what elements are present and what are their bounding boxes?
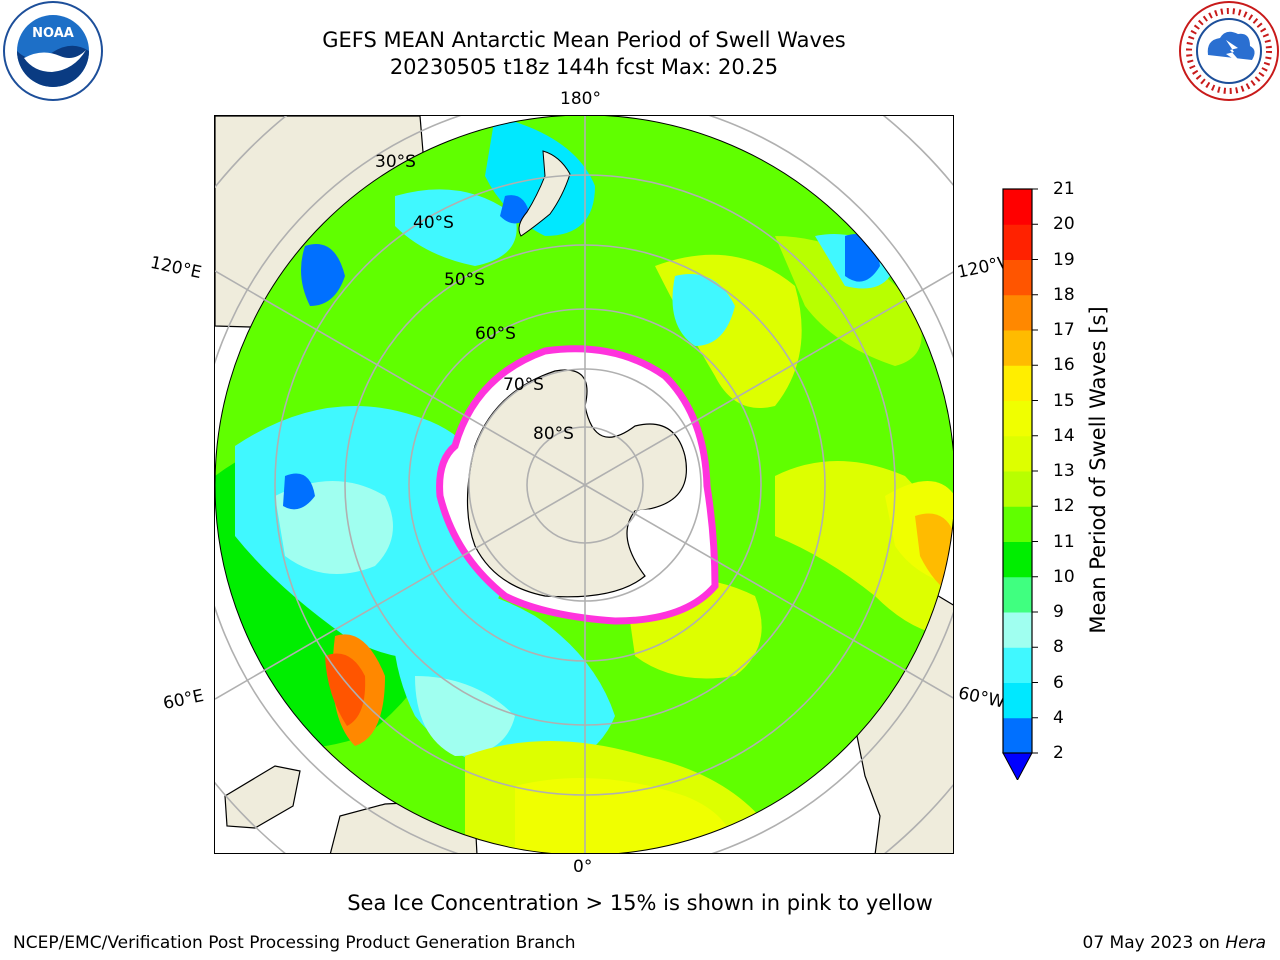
lat-label-60s: 60°S (475, 324, 516, 344)
lon-label-120e: 120°E (148, 252, 204, 284)
footer-credit: NCEP/EMC/Verification Post Processing Pr… (13, 933, 576, 953)
colorbar-tick-label: 4 (1053, 707, 1064, 728)
colorbar-tick-label: 6 (1053, 672, 1064, 693)
colorbar-swatch (1003, 541, 1032, 578)
colorbar-swatch (1003, 435, 1032, 472)
colorbar-tick-label: 17 (1053, 320, 1075, 340)
colorbar-tick-label: 2 (1053, 743, 1064, 763)
colorbar-tick-label: 10 (1053, 566, 1075, 587)
colorbar-under-arrow (1002, 752, 1033, 780)
colorbar-swatch (1003, 647, 1032, 683)
lat-label-80s: 80°S (533, 424, 574, 444)
lon-label-0: 0° (573, 857, 593, 877)
colorbar-tick-label: 21 (1053, 179, 1075, 199)
colorbar-tick-label: 18 (1053, 284, 1075, 305)
colorbar-swatch (1003, 400, 1032, 437)
map-subtitle: 20230505 t18z 144h fcst Max: 20.25 (389, 55, 779, 79)
footer-date: 07 May 2023 on Hera (1083, 933, 1267, 953)
national-weather-service-logo (1179, 1, 1279, 101)
colorbar-swatch (1003, 259, 1032, 296)
lat-label-40s: 40°S (413, 213, 454, 233)
map-title: GEFS MEAN Antarctic Mean Period of Swell… (322, 28, 846, 52)
new-zealand-land (518, 150, 571, 237)
colorbar-swatch (1003, 365, 1032, 401)
colorbar-tick-label: 8 (1053, 637, 1064, 658)
colorbar-swatch (1003, 682, 1032, 719)
colorbar-tick-label: 14 (1053, 425, 1075, 446)
colorbar-swatch (1003, 471, 1032, 507)
colorbar-swatch (1003, 506, 1032, 542)
madagascar-land (224, 765, 301, 829)
colorbar-tick-label: 12 (1053, 496, 1075, 517)
swell-period-map (215, 116, 953, 853)
lat-label-70s: 70°S (503, 375, 544, 395)
footer-date-text: 07 May 2023 on (1082, 933, 1220, 953)
colorbar-tick-label: 16 (1053, 355, 1075, 376)
antarctica-land (466, 369, 687, 598)
colorbar-swatch (1003, 294, 1032, 331)
colorbar-tick-label: 20 (1053, 214, 1075, 235)
svg-text:NOAA: NOAA (32, 26, 74, 41)
footer-machine: Hera (1225, 933, 1266, 953)
colorbar-swatch (1003, 576, 1032, 613)
sea-ice-note: Sea Ice Concentration > 15% is shown in … (347, 891, 933, 915)
colorbar (1002, 188, 1038, 780)
lon-label-60e: 60°E (161, 685, 206, 715)
colorbar-swatch (1003, 717, 1032, 754)
colorbar-swatch (1003, 330, 1032, 366)
colorbar-label: Mean Period of Swell Waves [s] (1086, 306, 1110, 634)
colorbar-swatch (1003, 612, 1032, 648)
lat-label-50s: 50°S (444, 270, 485, 290)
colorbar-swatch (1003, 189, 1032, 225)
colorbar-tick-label: 9 (1053, 602, 1064, 622)
colorbar-tick-label: 19 (1053, 249, 1075, 270)
colorbar-tick-label: 13 (1053, 461, 1075, 481)
colorbar-tick-label: 15 (1053, 390, 1075, 411)
map-panel (214, 115, 954, 854)
colorbar-tick-label: 11 (1053, 531, 1075, 552)
lon-label-180: 180° (560, 89, 601, 109)
noaa-logo: NOAA (3, 1, 103, 101)
colorbar-swatch (1003, 224, 1032, 260)
lat-label-30s: 30°S (375, 152, 416, 172)
